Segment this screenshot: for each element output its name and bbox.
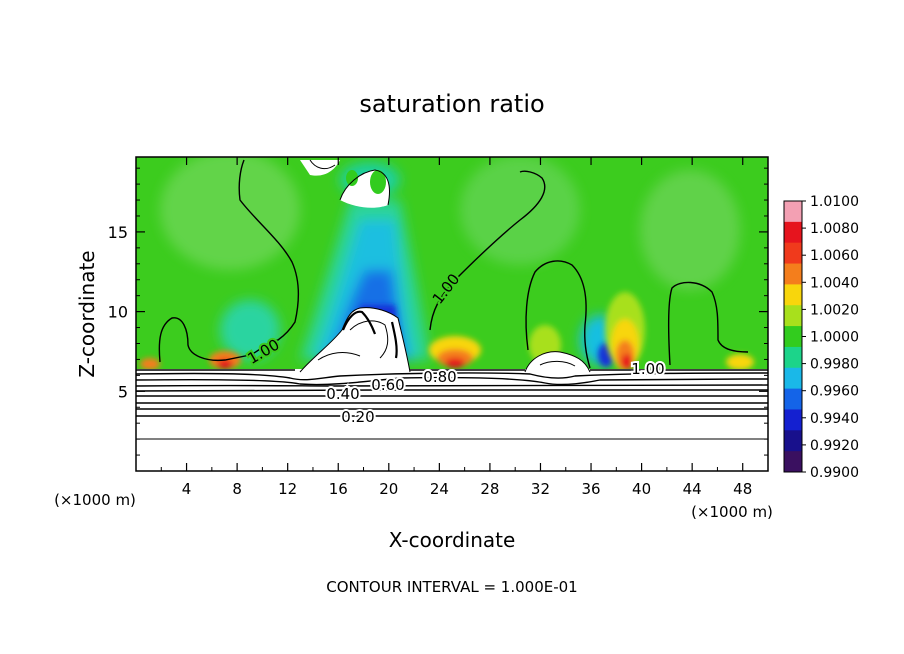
colorbar-label: 1.0000: [810, 330, 859, 346]
colorbar-swatch: [784, 430, 802, 452]
contour-label: 0.40: [326, 385, 359, 403]
supersaturated-cores: [140, 292, 754, 371]
y-tick-label: 5: [118, 382, 128, 401]
x-tick-label: 40: [632, 480, 651, 498]
contour-lines: [136, 159, 768, 440]
colorbar-label: 0.9940: [810, 411, 859, 427]
contour-1.00-right-a: [525, 260, 591, 369]
colorbar-swatch: [784, 326, 802, 348]
colorbar: 1.0100 1.0080 1.0060 1.0040 1.0020 1.0000 0.99…: [783, 194, 859, 481]
colorbar-swatch: [784, 201, 802, 223]
x-tick-label: 20: [379, 480, 398, 498]
contour-interval-note: CONTOUR INTERVAL = 1.000E-01: [326, 578, 577, 596]
x-axis: 4 8 12 16 20 24 28 32 36 40 44 48: [160, 157, 752, 498]
light-green-patches: [160, 157, 740, 290]
colorbar-label: 0.9980: [810, 357, 859, 373]
colorbar-label: 0.9960: [810, 384, 859, 400]
x-tick-label: 32: [531, 480, 550, 498]
x-tick-label: 16: [329, 480, 348, 498]
colorbar-label: 1.0040: [810, 275, 859, 291]
x-axis-label: X-coordinate: [389, 528, 516, 552]
colorbar-label: 1.0020: [810, 302, 859, 318]
colorbar-swatch: [784, 242, 802, 265]
colorbar-label: 0.9920: [810, 438, 859, 454]
colorbar-swatch: [784, 221, 802, 244]
colorbar-swatch: [784, 451, 802, 473]
contour-label: 0.20: [341, 408, 374, 426]
plot-frame: [135, 156, 769, 472]
y-axis: 5 10 15: [108, 167, 768, 456]
x-tick-label: 8: [232, 480, 242, 498]
cloud-boundary-bold: [341, 310, 398, 359]
colorbar-label: 1.0060: [810, 248, 859, 264]
plot-area: 1.00 1.00 1.00 0.80 0.60 0.40 0.20: [136, 157, 768, 471]
colorbar-swatch: [784, 367, 802, 390]
contour-0.90: [136, 372, 768, 381]
colorbar-swatch: [784, 263, 802, 285]
colorbar-swatch: [784, 284, 802, 306]
upper-green-patch: [370, 170, 386, 194]
x-tick-label: 44: [683, 480, 702, 498]
cloud-contours: [299, 159, 591, 373]
colorbar-swatch: [784, 305, 802, 327]
contour-0.60: [136, 389, 768, 392]
y-axis-label: Z-coordinate: [75, 250, 99, 377]
x-tick-label: 4: [182, 480, 192, 498]
chart-title: saturation ratio: [359, 90, 544, 118]
y-tick-label: 15: [108, 223, 128, 242]
x-tick-label: 24: [430, 480, 449, 498]
x-tick-label: 36: [581, 480, 600, 498]
contour-label: 0.80: [423, 368, 456, 386]
contour-0.80: [136, 376, 768, 386]
x-tick-label: 48: [733, 480, 752, 498]
contour-label: 1.00: [631, 360, 664, 378]
contour-label: 0.60: [371, 376, 404, 394]
contour-0.70: [136, 384, 768, 387]
contour-1.00-middle: [429, 170, 546, 331]
x-tick-label: 12: [278, 480, 297, 498]
colorbar-swatch: [784, 388, 802, 410]
colorbar-label: 0.9900: [810, 465, 859, 481]
colorbar-swatch: [784, 409, 802, 431]
contour-1.00-right-b: [667, 281, 749, 366]
contour-1.00-left: [158, 159, 300, 363]
x-unit-label-left: (×1000 m): [54, 491, 136, 509]
upper-green-patch: [346, 170, 358, 186]
y-tick-label: 10: [108, 303, 128, 322]
colorbar-label: 1.0080: [810, 221, 859, 237]
colorbar-swatch: [784, 346, 802, 369]
x-unit-label-right: (×1000 m): [691, 503, 773, 521]
colorbar-label: 1.0100: [810, 194, 859, 210]
x-tick-label: 28: [480, 480, 499, 498]
